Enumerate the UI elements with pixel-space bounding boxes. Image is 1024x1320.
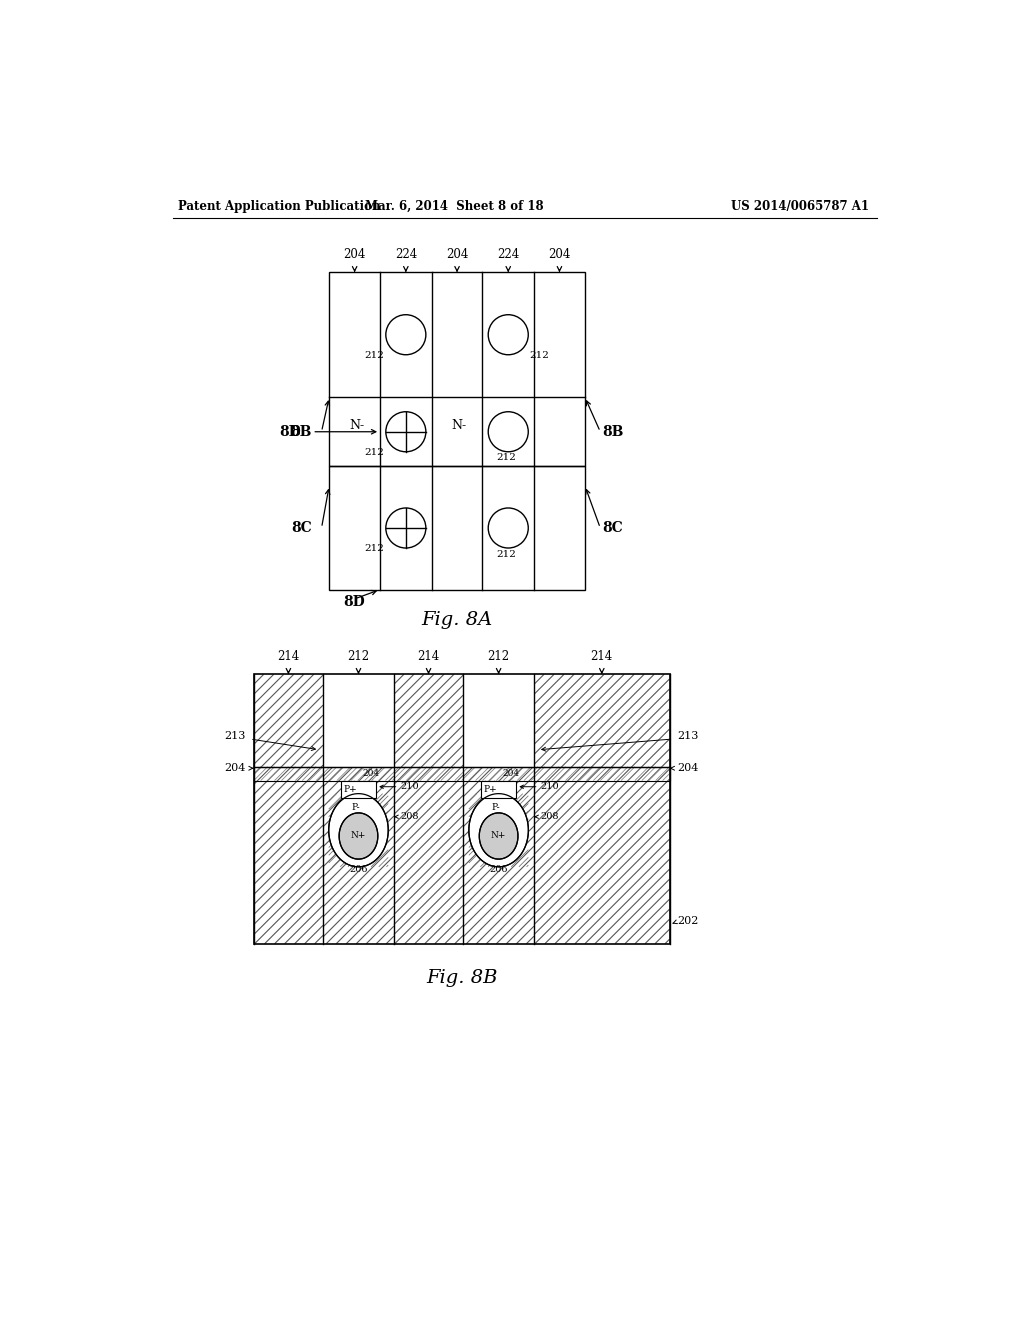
Text: 202: 202 [677,916,698,925]
Text: 206: 206 [349,866,368,874]
Text: 213: 213 [677,731,698,741]
Text: 212: 212 [347,649,370,663]
Text: N+: N+ [490,832,506,841]
Text: 8B: 8B [602,425,624,438]
Text: P+: P+ [483,784,497,793]
Polygon shape [339,813,378,859]
Polygon shape [329,793,388,867]
Polygon shape [341,780,376,797]
Text: Fig. 8A: Fig. 8A [422,611,493,630]
Polygon shape [394,675,463,944]
Polygon shape [323,767,394,944]
Text: P-: P- [351,803,359,812]
Text: 224: 224 [497,248,519,261]
Text: 212: 212 [487,649,510,663]
Text: Mar. 6, 2014  Sheet 8 of 18: Mar. 6, 2014 Sheet 8 of 18 [365,199,544,213]
Text: 212: 212 [497,453,516,462]
Text: 212: 212 [365,351,384,360]
Polygon shape [339,813,378,859]
Polygon shape [463,675,535,767]
Text: 204: 204 [445,248,468,261]
Text: 213: 213 [224,731,246,741]
Text: 224: 224 [394,248,417,261]
Text: Patent Application Publication: Patent Application Publication [178,199,381,213]
Text: 206: 206 [489,866,508,874]
Text: P+: P+ [343,784,356,793]
Text: 212: 212 [365,544,384,553]
Text: 8D: 8D [280,425,301,438]
Text: Fig. 8B: Fig. 8B [426,969,498,987]
Polygon shape [481,780,516,797]
Polygon shape [479,813,518,859]
Polygon shape [323,675,394,767]
Text: 204: 204 [548,248,570,261]
Polygon shape [254,767,670,780]
Polygon shape [469,793,528,867]
Text: 8B: 8B [290,425,311,438]
Text: 214: 214 [278,649,300,663]
Polygon shape [469,793,528,867]
Text: US 2014/0065787 A1: US 2014/0065787 A1 [731,199,869,213]
Text: 204: 204 [224,763,246,774]
Polygon shape [479,813,518,859]
Text: 212: 212 [529,351,550,360]
Text: 8D: 8D [343,595,365,609]
Polygon shape [341,780,376,797]
Text: 208: 208 [400,812,419,821]
Text: 8C: 8C [291,521,311,535]
Text: 204: 204 [362,770,380,777]
Text: 212: 212 [365,447,384,457]
Text: 204: 204 [343,248,366,261]
Text: 8C: 8C [602,521,624,535]
Polygon shape [254,675,323,944]
Polygon shape [254,675,670,944]
Text: 204: 204 [503,770,519,777]
Polygon shape [481,780,516,797]
Text: 214: 214 [418,649,439,663]
Text: 212: 212 [497,549,516,558]
Text: 210: 210 [400,783,419,791]
Polygon shape [463,767,535,944]
Text: P-: P- [492,803,500,812]
Text: 208: 208 [541,812,559,821]
Text: N-: N- [349,418,365,432]
Text: 214: 214 [591,649,613,663]
Text: 204: 204 [677,763,698,774]
Text: N-: N- [452,418,467,432]
Text: 210: 210 [541,783,559,791]
Text: N+: N+ [351,832,367,841]
Polygon shape [535,675,670,944]
Polygon shape [329,793,388,867]
